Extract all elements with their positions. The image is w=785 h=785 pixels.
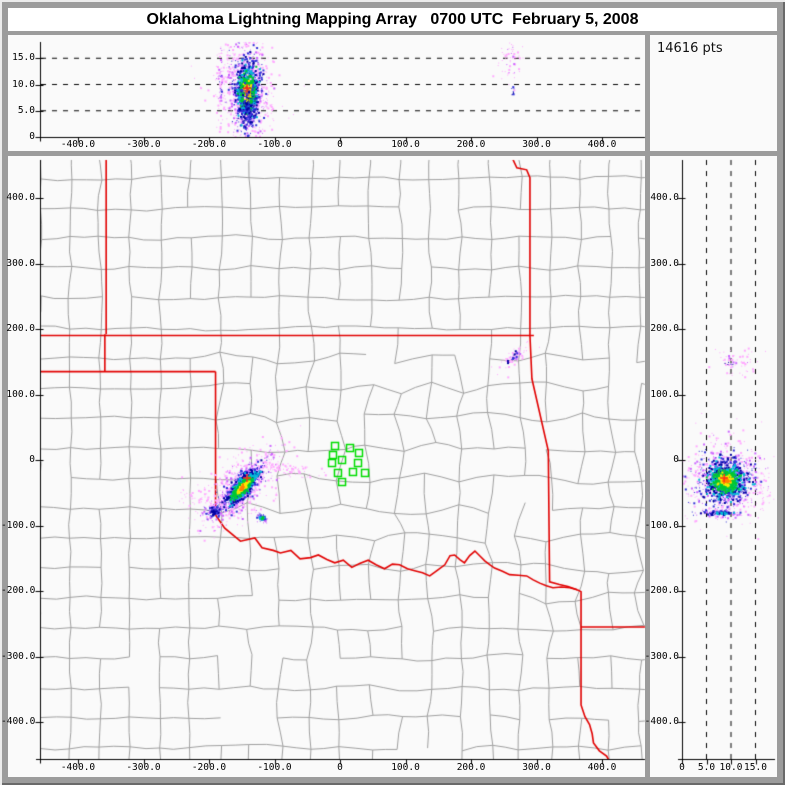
altitude-vs-eastwest-panel[interactable] bbox=[8, 35, 645, 151]
window-title: Oklahoma Lightning Mapping Array 0700 UT… bbox=[146, 10, 639, 28]
points-count-label: 14616 pts bbox=[657, 41, 723, 56]
altitude-vs-northsouth-panel[interactable] bbox=[650, 156, 777, 777]
plan-view-map-panel[interactable] bbox=[8, 156, 645, 777]
title-bar: Oklahoma Lightning Mapping Array 0700 UT… bbox=[8, 8, 777, 31]
